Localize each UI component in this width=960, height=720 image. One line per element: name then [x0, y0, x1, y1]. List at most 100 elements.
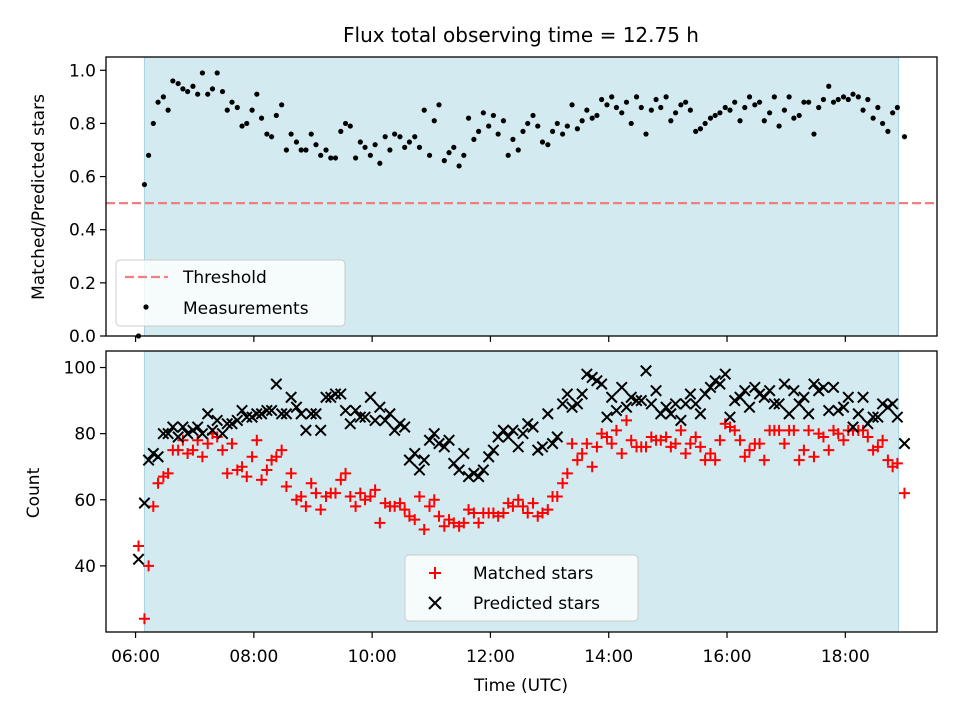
- matched-star-point: [192, 434, 204, 446]
- measurement-point: [486, 123, 492, 129]
- measurement-point: [505, 152, 511, 158]
- y-tick-label: 0.6: [69, 168, 96, 188]
- measurement-point: [431, 118, 437, 124]
- y-tick-label: 0.2: [69, 274, 96, 294]
- predicted-star-point: [240, 411, 253, 424]
- measurement-point: [170, 78, 176, 84]
- x-tick-label: 06:00: [111, 647, 160, 667]
- measurement-point: [279, 102, 285, 108]
- legend-matched-swatch: [429, 567, 441, 579]
- matched-star-point: [399, 504, 411, 516]
- predicted-star-point: [221, 417, 234, 430]
- matched-star-point: [670, 438, 682, 450]
- matched-star-point: [211, 431, 223, 443]
- measurement-point: [199, 70, 206, 76]
- measurement-point: [244, 120, 250, 127]
- predicted-star-point: [571, 397, 584, 410]
- measurement-point: [663, 94, 669, 100]
- measurement-point: [643, 131, 649, 137]
- measurement-point: [865, 96, 871, 103]
- predicted-star-point: [295, 407, 308, 420]
- predicted-star-point: [527, 421, 539, 433]
- predicted-star-point: [157, 427, 170, 440]
- measurement-point: [195, 91, 201, 97]
- measurement-point: [515, 147, 521, 153]
- matched-star-point: [138, 613, 150, 625]
- measurement-point: [436, 102, 442, 108]
- measurement-point: [752, 102, 758, 108]
- predicted-star-point: [719, 368, 732, 381]
- matched-star-point: [551, 490, 563, 502]
- measurement-point: [535, 123, 541, 129]
- predicted-star-point: [876, 397, 889, 410]
- matched-star-point: [610, 424, 622, 436]
- matched-star-point: [418, 524, 430, 536]
- measurement-point: [648, 107, 654, 113]
- predicted-star-point: [231, 414, 244, 427]
- matched-star-point: [433, 510, 445, 522]
- matched-star-point: [557, 477, 569, 489]
- predicted-star-point: [704, 381, 717, 394]
- predicted-star-point: [162, 427, 175, 440]
- matched-star-point: [690, 431, 702, 443]
- measurement-point: [416, 144, 423, 150]
- predicted-star-point: [142, 454, 155, 467]
- measurement-point: [702, 120, 708, 127]
- predicted-star-point: [305, 407, 318, 420]
- measurement-point: [308, 131, 314, 137]
- matched-star-point: [295, 490, 307, 502]
- legend-predicted-label: Predicted stars: [473, 594, 600, 614]
- measurement-point: [717, 110, 723, 116]
- predicted-star-point: [334, 388, 347, 400]
- measurement-point: [426, 152, 433, 158]
- measurement-point: [574, 126, 580, 132]
- predicted-star-point: [364, 391, 377, 404]
- predicted-star-point: [793, 397, 806, 410]
- measurement-point: [791, 115, 797, 121]
- measurement-point: [860, 107, 866, 113]
- predicted-star-point: [832, 404, 845, 417]
- matched-star-point: [699, 454, 711, 466]
- matched-star-point: [586, 461, 598, 473]
- measurement-point: [332, 155, 339, 161]
- measurement-point: [549, 128, 556, 134]
- measurement-point: [229, 99, 235, 105]
- matched-star-point: [473, 517, 485, 529]
- measurement-point: [668, 118, 674, 124]
- predicted-star-point: [517, 427, 529, 440]
- x-axis-label: Time (UTC): [473, 676, 568, 696]
- matched-star-point: [354, 487, 366, 499]
- matched-star-point: [507, 500, 519, 512]
- x-tick-label: 12:00: [466, 647, 515, 667]
- measurement-point: [569, 102, 575, 108]
- predicted-star-point: [497, 424, 510, 437]
- measurement-point: [628, 120, 634, 127]
- predicted-star-point: [798, 391, 810, 404]
- measurement-point: [653, 96, 659, 103]
- measurement-point: [801, 99, 807, 105]
- predicted-star-point: [472, 470, 485, 483]
- matched-star-point: [217, 444, 229, 456]
- matched-star-point: [162, 467, 174, 479]
- predicted-star-point: [314, 424, 327, 437]
- measurement-point: [697, 126, 704, 132]
- x-tick-label: 10:00: [348, 647, 397, 667]
- predicted-star-point: [852, 407, 865, 420]
- measurement-point: [820, 96, 827, 103]
- measurement-point: [756, 99, 763, 105]
- measurement-point: [293, 139, 300, 145]
- predicted-star-point: [669, 397, 682, 410]
- predicted-star-point: [260, 404, 273, 417]
- chart-title: Flux total observing time = 12.75 h: [343, 23, 699, 47]
- predicted-star-point: [132, 553, 145, 566]
- matched-star-point: [261, 464, 273, 476]
- measurement-point: [835, 96, 841, 103]
- matched-star-point: [857, 424, 869, 436]
- matched-star-point: [773, 424, 785, 436]
- measurement-point: [623, 99, 630, 105]
- matched-star-point: [808, 451, 820, 463]
- top-x-ticks: [134, 336, 846, 342]
- matched-star-point: [438, 520, 450, 532]
- bottom-legend-box: [404, 554, 639, 622]
